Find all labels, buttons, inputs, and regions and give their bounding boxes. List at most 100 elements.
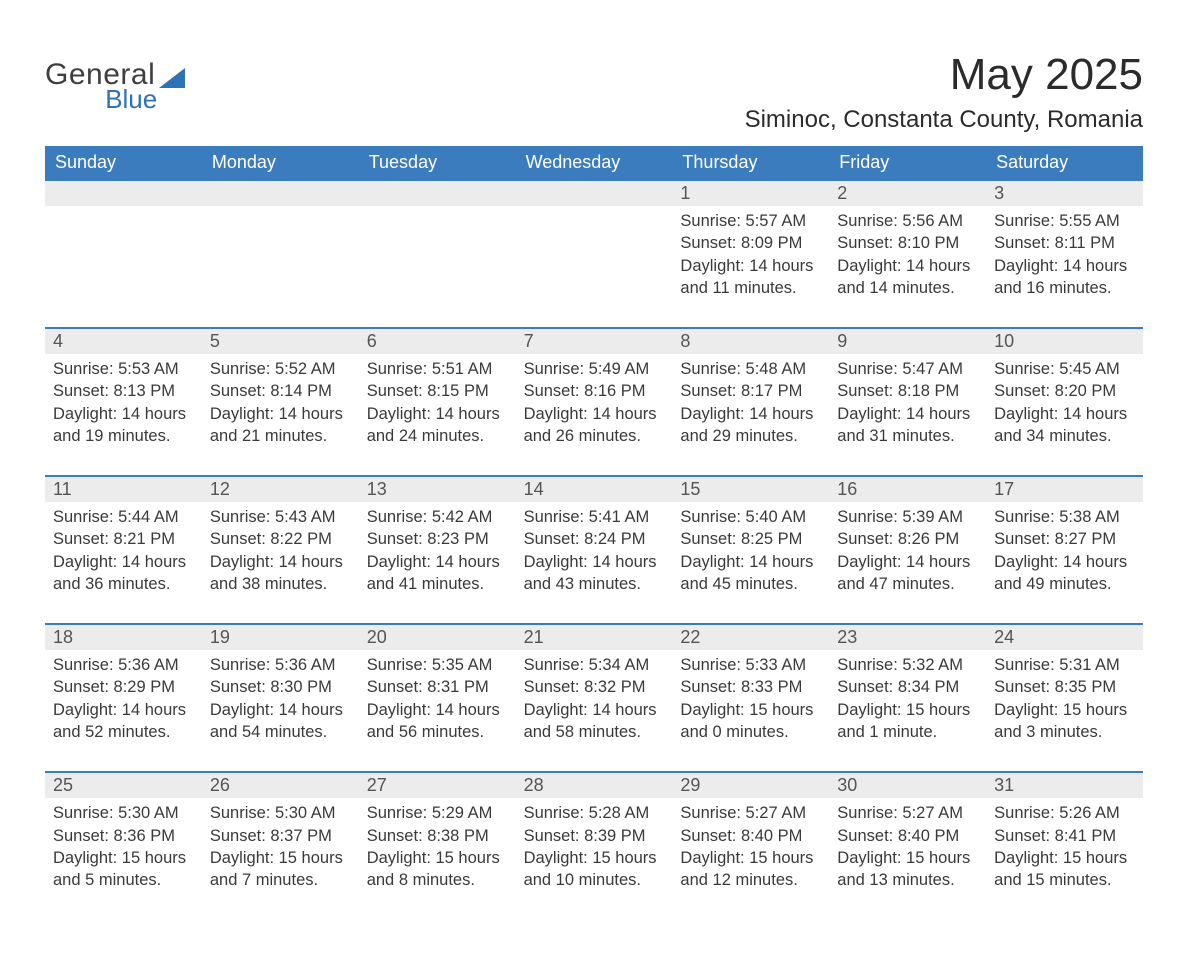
day-info: Sunrise: 5:36 AMSunset: 8:30 PMDaylight:… xyxy=(210,654,351,743)
sunset-text: Sunset: 8:40 PM xyxy=(837,825,978,847)
sunrise-text: Sunrise: 5:56 AM xyxy=(837,210,978,232)
calendar-grid: SundayMondayTuesdayWednesdayThursdayFrid… xyxy=(45,146,1143,919)
daylight-text: Daylight: 15 hours and 5 minutes. xyxy=(53,847,194,892)
day-number: 8 xyxy=(672,329,829,354)
calendar-cell: 10Sunrise: 5:45 AMSunset: 8:20 PMDayligh… xyxy=(986,327,1143,475)
sunset-text: Sunset: 8:29 PM xyxy=(53,676,194,698)
calendar-cell: 13Sunrise: 5:42 AMSunset: 8:23 PMDayligh… xyxy=(359,475,516,623)
weekday-header: Wednesday xyxy=(516,146,673,179)
day-number-empty xyxy=(359,181,516,206)
sunrise-text: Sunrise: 5:34 AM xyxy=(524,654,665,676)
day-info: Sunrise: 5:27 AMSunset: 8:40 PMDaylight:… xyxy=(680,802,821,891)
daylight-text: Daylight: 15 hours and 7 minutes. xyxy=(210,847,351,892)
day-number: 21 xyxy=(516,625,673,650)
day-info: Sunrise: 5:43 AMSunset: 8:22 PMDaylight:… xyxy=(210,506,351,595)
weekday-header: Saturday xyxy=(986,146,1143,179)
calendar-cell: 1Sunrise: 5:57 AMSunset: 8:09 PMDaylight… xyxy=(672,179,829,327)
calendar-cell: 9 Sunrise: 5:47 AMSunset: 8:18 PMDaylight… xyxy=(829,327,986,475)
sunrise-text: Sunrise: 5:29 AM xyxy=(367,802,508,824)
daylight-text: Daylight: 14 hours and 34 minutes. xyxy=(994,403,1135,448)
weekday-header: Tuesday xyxy=(359,146,516,179)
day-number: 12 xyxy=(202,477,359,502)
day-number: 28 xyxy=(516,773,673,798)
daylight-text: Daylight: 14 hours and 11 minutes. xyxy=(680,255,821,300)
day-number: 13 xyxy=(359,477,516,502)
calendar-cell: 19 Sunrise: 5:36 AMSunset: 8:30 PMDayligh… xyxy=(202,623,359,771)
calendar-cell: 31 Sunrise: 5:26 AMSunset: 8:41 PMDayligh… xyxy=(986,771,1143,919)
calendar-page: General Blue May 2025 Siminoc, Constanta… xyxy=(0,0,1188,959)
sunset-text: Sunset: 8:16 PM xyxy=(524,380,665,402)
daylight-text: Daylight: 14 hours and 16 minutes. xyxy=(994,255,1135,300)
day-number-empty xyxy=(202,181,359,206)
sunset-text: Sunset: 8:22 PM xyxy=(210,528,351,550)
calendar-cell: 3Sunrise: 5:55 AMSunset: 8:11 PMDaylight… xyxy=(986,179,1143,327)
daylight-text: Daylight: 15 hours and 13 minutes. xyxy=(837,847,978,892)
sunset-text: Sunset: 8:24 PM xyxy=(524,528,665,550)
day-number: 30 xyxy=(829,773,986,798)
day-info: Sunrise: 5:30 AMSunset: 8:36 PMDaylight:… xyxy=(53,802,194,891)
sunset-text: Sunset: 8:18 PM xyxy=(837,380,978,402)
day-info: Sunrise: 5:30 AMSunset: 8:37 PMDaylight:… xyxy=(210,802,351,891)
calendar-cell-empty xyxy=(359,179,516,327)
day-number: 22 xyxy=(672,625,829,650)
calendar-cell: 14Sunrise: 5:41 AMSunset: 8:24 PMDayligh… xyxy=(516,475,673,623)
daylight-text: Daylight: 14 hours and 14 minutes. xyxy=(837,255,978,300)
day-number: 19 xyxy=(202,625,359,650)
calendar-cell: 21Sunrise: 5:34 AMSunset: 8:32 PMDayligh… xyxy=(516,623,673,771)
sunrise-text: Sunrise: 5:38 AM xyxy=(994,506,1135,528)
day-info: Sunrise: 5:33 AMSunset: 8:33 PMDaylight:… xyxy=(680,654,821,743)
sunset-text: Sunset: 8:41 PM xyxy=(994,825,1135,847)
day-number: 20 xyxy=(359,625,516,650)
day-number-empty xyxy=(516,181,673,206)
sunrise-text: Sunrise: 5:48 AM xyxy=(680,358,821,380)
daylight-text: Daylight: 15 hours and 8 minutes. xyxy=(367,847,508,892)
calendar-cell: 18 Sunrise: 5:36 AMSunset: 8:29 PMDayligh… xyxy=(45,623,202,771)
day-number: 15 xyxy=(672,477,829,502)
day-info: Sunrise: 5:40 AMSunset: 8:25 PMDaylight:… xyxy=(680,506,821,595)
sunrise-text: Sunrise: 5:57 AM xyxy=(680,210,821,232)
calendar-cell: 30Sunrise: 5:27 AMSunset: 8:40 PMDayligh… xyxy=(829,771,986,919)
day-info: Sunrise: 5:36 AMSunset: 8:29 PMDaylight:… xyxy=(53,654,194,743)
daylight-text: Daylight: 14 hours and 45 minutes. xyxy=(680,551,821,596)
calendar-cell: 2Sunrise: 5:56 AMSunset: 8:10 PMDaylight… xyxy=(829,179,986,327)
daylight-text: Daylight: 14 hours and 38 minutes. xyxy=(210,551,351,596)
sunrise-text: Sunrise: 5:26 AM xyxy=(994,802,1135,824)
daylight-text: Daylight: 14 hours and 36 minutes. xyxy=(53,551,194,596)
calendar-cell: 22 Sunrise: 5:33 AMSunset: 8:33 PMDayligh… xyxy=(672,623,829,771)
day-number: 18 xyxy=(45,625,202,650)
day-info: Sunrise: 5:47 AMSunset: 8:18 PMDaylight:… xyxy=(837,358,978,447)
day-info: Sunrise: 5:32 AMSunset: 8:34 PMDaylight:… xyxy=(837,654,978,743)
brand-logo: General Blue xyxy=(45,40,185,112)
sunset-text: Sunset: 8:36 PM xyxy=(53,825,194,847)
calendar-cell: 8Sunrise: 5:48 AMSunset: 8:17 PMDaylight… xyxy=(672,327,829,475)
sunset-text: Sunset: 8:30 PM xyxy=(210,676,351,698)
sunset-text: Sunset: 8:13 PM xyxy=(53,380,194,402)
title-block: May 2025 Siminoc, Constanta County, Roma… xyxy=(745,40,1143,146)
day-number: 9 xyxy=(829,329,986,354)
day-info: Sunrise: 5:52 AMSunset: 8:14 PMDaylight:… xyxy=(210,358,351,447)
daylight-text: Daylight: 15 hours and 3 minutes. xyxy=(994,699,1135,744)
sunrise-text: Sunrise: 5:32 AM xyxy=(837,654,978,676)
day-info: Sunrise: 5:35 AMSunset: 8:31 PMDaylight:… xyxy=(367,654,508,743)
day-info: Sunrise: 5:31 AMSunset: 8:35 PMDaylight:… xyxy=(994,654,1135,743)
daylight-text: Daylight: 15 hours and 15 minutes. xyxy=(994,847,1135,892)
daylight-text: Daylight: 15 hours and 10 minutes. xyxy=(524,847,665,892)
sunset-text: Sunset: 8:17 PM xyxy=(680,380,821,402)
sunset-text: Sunset: 8:21 PM xyxy=(53,528,194,550)
sunset-text: Sunset: 8:27 PM xyxy=(994,528,1135,550)
sunrise-text: Sunrise: 5:47 AM xyxy=(837,358,978,380)
day-number: 31 xyxy=(986,773,1143,798)
day-number: 10 xyxy=(986,329,1143,354)
day-info: Sunrise: 5:51 AMSunset: 8:15 PMDaylight:… xyxy=(367,358,508,447)
calendar-cell: 6Sunrise: 5:51 AMSunset: 8:15 PMDaylight… xyxy=(359,327,516,475)
sunset-text: Sunset: 8:38 PM xyxy=(367,825,508,847)
sunrise-text: Sunrise: 5:27 AM xyxy=(680,802,821,824)
weekday-header: Monday xyxy=(202,146,359,179)
calendar-cell: 7Sunrise: 5:49 AMSunset: 8:16 PMDaylight… xyxy=(516,327,673,475)
day-number: 4 xyxy=(45,329,202,354)
daylight-text: Daylight: 15 hours and 1 minute. xyxy=(837,699,978,744)
day-number-empty xyxy=(45,181,202,206)
day-number: 27 xyxy=(359,773,516,798)
sunrise-text: Sunrise: 5:55 AM xyxy=(994,210,1135,232)
sunrise-text: Sunrise: 5:36 AM xyxy=(53,654,194,676)
